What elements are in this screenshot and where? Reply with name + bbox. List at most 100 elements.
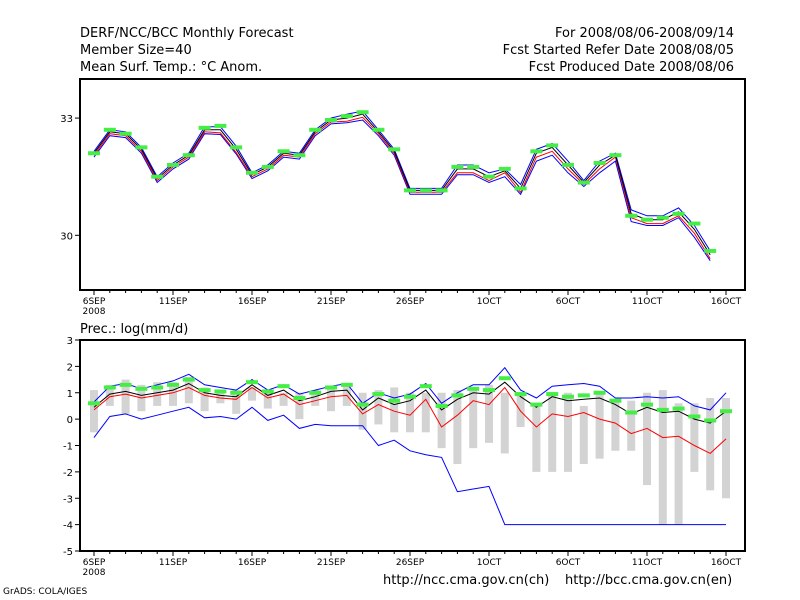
observed-marker (261, 164, 274, 169)
url-ncc-link[interactable]: http://ncc.cma.gov.cn(ch) (383, 573, 550, 588)
observed-marker (498, 166, 511, 171)
observed-marker (214, 389, 227, 394)
member-range-bar (295, 392, 304, 420)
member-range-bar (485, 384, 493, 443)
member-range-bar (358, 392, 367, 430)
member-range-bar (611, 400, 620, 451)
series-line-lower (93, 386, 727, 455)
member-range-bar (500, 392, 509, 454)
observed-marker (103, 127, 116, 132)
series-line-upper (93, 366, 727, 411)
observed-marker (135, 145, 148, 150)
observed-marker (356, 402, 369, 407)
observed-marker (119, 131, 132, 136)
observed-marker (325, 385, 337, 390)
member-range-bar (437, 392, 446, 449)
observed-marker (720, 409, 732, 414)
y-tick-label: 30 (60, 231, 73, 242)
observed-marker (593, 390, 606, 395)
observed-marker (609, 153, 622, 158)
member-range-bar (263, 392, 272, 409)
observed-marker (530, 402, 543, 407)
member-range-bar (469, 387, 478, 449)
observed-marker (593, 161, 606, 166)
observed-marker (704, 418, 717, 423)
x-year-label: 2008 (83, 568, 106, 578)
member-range-bar (406, 392, 414, 433)
observed-marker (388, 147, 401, 152)
observed-marker (135, 386, 148, 391)
plot-frame-temp (79, 78, 746, 291)
member-size: Member Size=40 (80, 43, 192, 58)
series-line-upper (93, 110, 711, 252)
observed-marker (562, 162, 574, 167)
member-range-bar (311, 390, 320, 406)
observed-marker (261, 389, 274, 394)
observed-marker (514, 186, 527, 191)
y-tick-label: -4 (63, 521, 73, 532)
observed-marker (530, 149, 543, 154)
x-tick-label: 21SEP (317, 297, 346, 307)
observed-marker (277, 149, 290, 154)
observed-marker (483, 174, 495, 179)
variable-label: Mean Surf. Temp.: °C Anom. (80, 60, 263, 75)
y-tick-label: -3 (63, 494, 73, 505)
observed-marker (325, 118, 337, 123)
x-tick-label: 1OCT (477, 297, 502, 307)
y-tick-label: 3 (67, 336, 73, 347)
observed-marker (467, 386, 480, 391)
observed-marker (546, 143, 559, 148)
observed-marker (656, 215, 669, 220)
observed-marker (151, 385, 164, 390)
member-range-bar (390, 387, 399, 433)
member-range-bar (706, 398, 715, 491)
series-line-mean (93, 113, 711, 256)
member-range-bar (121, 379, 130, 414)
member-range-bar (453, 390, 462, 464)
member-range-bar (279, 392, 288, 406)
x-tick-label: 21SEP (317, 558, 346, 568)
y-tick-label: 1 (67, 389, 73, 400)
observed-marker (451, 393, 464, 398)
observed-marker (498, 376, 511, 381)
observed-marker (388, 398, 401, 403)
x-tick-label: 16OCT (711, 297, 742, 307)
y-tick-label: 2 (67, 362, 73, 373)
observed-marker (309, 127, 322, 132)
x-year-label: 2008 (83, 307, 106, 317)
x-tick-label: 16SEP (238, 297, 267, 307)
observed-marker (546, 392, 559, 397)
observed-marker (562, 394, 574, 399)
x-tick-label: 16SEP (238, 558, 267, 568)
x-tick-label: 6SEP (83, 297, 106, 307)
panel-title-prec: Prec.: log(mm/d) (80, 322, 188, 337)
x-tick-label: 6SEP (83, 558, 106, 568)
member-range-bar (184, 376, 193, 404)
member-range-bar (595, 392, 604, 459)
observed-marker (167, 382, 179, 387)
observed-marker (293, 396, 306, 401)
member-range-bar (564, 392, 572, 472)
observed-marker (88, 401, 100, 406)
x-tick-label: 1OCT (477, 558, 502, 568)
member-range-bar (327, 387, 335, 412)
x-tick-label: 11OCT (632, 558, 663, 568)
forecast-period: For 2008/08/06-2008/09/14 (555, 26, 734, 41)
y-tick-label: -1 (63, 442, 73, 453)
observed-marker (246, 380, 258, 385)
url-bcc-link[interactable]: http://bcc.cma.gov.cn(en) (565, 573, 733, 588)
member-range-bar (232, 390, 241, 414)
observed-marker (88, 151, 100, 156)
member-range-bar (548, 392, 557, 472)
fcst-produced-date: Fcst Produced Date 2008/08/06 (528, 60, 734, 75)
x-tick-label: 11SEP (159, 297, 188, 307)
observed-marker (672, 211, 685, 216)
member-range-bar (248, 387, 256, 401)
observed-marker (609, 398, 622, 403)
x-tick-label: 6OCT (556, 297, 581, 307)
member-range-bar (579, 405, 588, 464)
x-tick-label: 26SEP (396, 297, 425, 307)
member-range-bar (532, 405, 541, 472)
observed-marker (356, 110, 369, 115)
observed-marker (577, 393, 590, 398)
